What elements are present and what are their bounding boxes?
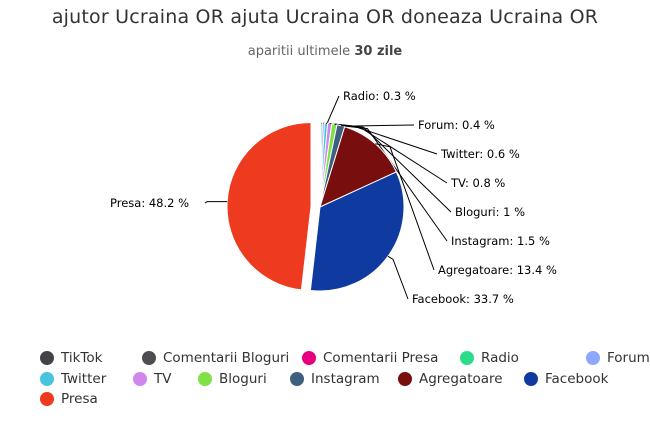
legend-marker <box>290 371 304 386</box>
legend-item-presa[interactable]: Presa <box>40 389 98 409</box>
data-label-agregatoare: Agregatoare: 13.4 % <box>438 263 557 277</box>
legend-marker <box>40 371 54 386</box>
label-connector <box>334 123 452 213</box>
legend-label: Agregatoare <box>419 370 503 387</box>
legend-marker <box>198 371 212 386</box>
legend-label: Twitter <box>61 370 107 387</box>
legend-item-radio[interactable]: Radio <box>460 348 519 368</box>
pie-slice-agregatoare[interactable] <box>319 126 397 208</box>
data-label-instagram: Instagram: 1.5 % <box>451 234 550 248</box>
legend-label: Instagram <box>311 370 380 387</box>
legend-marker <box>398 371 412 386</box>
legend-item-comentarii-bloguri[interactable]: Comentarii Bloguri <box>142 348 289 368</box>
legend-item-forum[interactable]: Forum <box>586 348 650 368</box>
subtitle-prefix: aparitii ultimele <box>247 44 351 59</box>
data-label-presa: Presa: 48.2 % <box>110 196 189 210</box>
legend-item-bloguri[interactable]: Bloguri <box>198 369 267 389</box>
legend-item-twitter[interactable]: Twitter <box>40 369 106 389</box>
pie-slice-facebook[interactable] <box>309 171 405 292</box>
legend-label: Comentarii Presa <box>323 350 439 366</box>
legend-marker <box>142 351 156 365</box>
legend-label: Comentarii Bloguri <box>163 350 290 366</box>
data-label-radio: Radio: 0.3 % <box>343 89 416 103</box>
label-connector <box>204 201 228 204</box>
legend-marker <box>302 351 316 365</box>
legend-label: TV <box>154 370 172 387</box>
label-connector <box>375 143 435 271</box>
legend-label: Bloguri <box>219 370 267 387</box>
label-connector <box>321 95 340 127</box>
legend-marker <box>133 371 147 386</box>
chart-title: ajutor Ucraina OR ajuta Ucraina OR donea… <box>51 6 599 28</box>
legend-label: Presa <box>61 391 98 407</box>
data-label-facebook: Facebook: 33.7 % <box>412 292 514 306</box>
chart-subtitle: aparitii ultimele 30 zile <box>0 44 650 59</box>
data-label-twitter: Twitter: 0.6 % <box>440 147 520 161</box>
legend-marker <box>460 351 474 365</box>
subtitle-period: 30 zile <box>354 44 403 59</box>
legend-item-comentarii-presa[interactable]: Comentarii Presa <box>302 348 438 368</box>
legend-item-tv[interactable]: TV <box>133 369 171 389</box>
pie-plot: Radio: 0.3 % Forum: 0.4 % Twitter: 0.6 % TV… <box>110 89 557 306</box>
data-label-forum: Forum: 0.4 % <box>418 118 495 132</box>
legend-label: Facebook <box>545 370 609 387</box>
legend-marker <box>40 351 54 365</box>
legend-marker <box>524 371 538 386</box>
label-connector <box>387 255 409 300</box>
legend-label: Radio <box>481 350 519 366</box>
data-label-bloguri: Bloguri: 1 % <box>455 205 525 219</box>
legend-label: Forum <box>607 350 650 366</box>
data-label-tv: TV: 0.8 % <box>450 176 505 190</box>
legend-item-facebook[interactable]: Facebook <box>524 369 608 389</box>
legend-item-agregatoare[interactable]: Agregatoare <box>398 369 503 389</box>
legend-marker <box>586 351 600 365</box>
legend-item-instagram[interactable]: Instagram <box>290 369 380 389</box>
legend-item-tiktok[interactable]: TikTok <box>40 348 102 368</box>
legend-label: TikTok <box>61 350 103 366</box>
label-connector <box>340 125 448 242</box>
legend-marker <box>40 392 54 406</box>
pie-slice-presa[interactable] <box>226 121 312 291</box>
